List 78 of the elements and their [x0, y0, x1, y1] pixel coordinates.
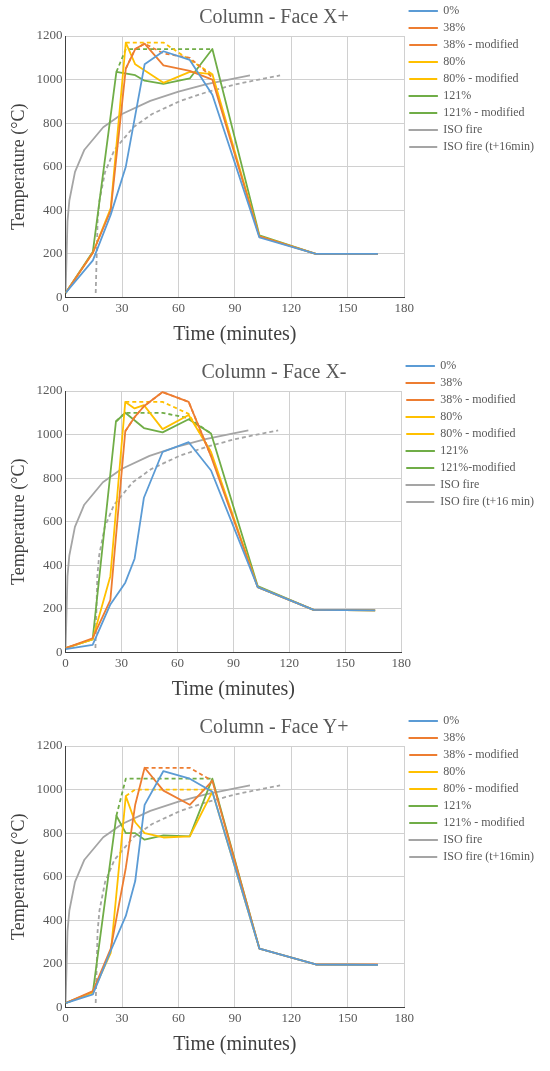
legend-label: 38% - modified	[443, 37, 519, 52]
y-tick-label: 1000	[36, 780, 63, 796]
y-tick-label: 200	[43, 600, 63, 616]
line-series	[94, 74, 281, 294]
chart-title: Column - Face X+	[199, 5, 349, 28]
legend-label: 0%	[440, 358, 457, 373]
y-tick-label: 400	[43, 201, 63, 217]
legend-label: ISO fire	[440, 477, 480, 492]
x-tick-label: 90	[228, 1009, 242, 1025]
x-tick-label: 60	[171, 299, 185, 315]
y-tick-label: 200	[43, 955, 63, 971]
legend-label: 38%	[443, 730, 466, 745]
y-tick-label: 1000	[36, 425, 63, 441]
y-axis-title: Temperature (°C)	[7, 458, 29, 585]
legend-label: 80%	[440, 409, 463, 424]
line-series	[94, 784, 281, 1004]
y-tick-label: 600	[43, 868, 63, 884]
x-tick-label: 120	[281, 299, 302, 315]
legend-label: 80% - modified	[443, 71, 519, 86]
x-axis-title: Time (minutes)	[173, 1032, 297, 1056]
y-tick-label: 400	[43, 911, 63, 927]
x-tick-label: 90	[226, 654, 240, 670]
legend-label: 80%	[443, 764, 466, 779]
x-axis-title: Time (minutes)	[171, 677, 295, 701]
y-axis-title: Temperature (°C)	[7, 103, 29, 230]
legend-label: 121%	[443, 798, 472, 813]
y-tick-label: 400	[43, 556, 63, 572]
x-axis-title: Time (minutes)	[173, 322, 297, 346]
y-tick-label: 1200	[36, 737, 63, 753]
y-tick-label: 0	[56, 998, 63, 1014]
legend-label: 38% - modified	[440, 392, 516, 407]
x-tick-label: 150	[338, 1009, 358, 1025]
x-tick-label: 30	[115, 1009, 129, 1025]
y-tick-label: 200	[43, 245, 63, 261]
y-tick-label: 1000	[36, 70, 63, 86]
legend-label: 38%	[440, 375, 463, 390]
x-tick-label: 120	[279, 654, 300, 670]
legend-label: ISO fire	[443, 832, 483, 847]
y-tick-label: 800	[43, 824, 63, 840]
chart-title: Column - Face Y+	[199, 715, 349, 738]
x-tick-label: 150	[338, 299, 358, 315]
x-tick-label: 90	[228, 299, 242, 315]
legend-label: 80% - modified	[443, 781, 519, 796]
chart-title: Column - Face X-	[201, 360, 347, 383]
x-tick-label: 30	[115, 654, 129, 670]
y-tick-label: 1200	[36, 27, 63, 43]
legend-label: 38% - modified	[443, 747, 519, 762]
legend-label: ISO fire	[443, 122, 483, 137]
line-series	[94, 429, 280, 649]
x-tick-label: 60	[171, 1009, 185, 1025]
x-tick-label: 30	[115, 299, 129, 315]
legend-label: 38%	[443, 20, 466, 35]
legend-label: 121%	[440, 443, 469, 458]
legend-label: ISO fire (t+16min)	[443, 139, 534, 154]
legend-label: 121% - modified	[443, 105, 525, 120]
y-tick-label: 0	[56, 288, 63, 304]
x-tick-label: 180	[394, 1009, 414, 1025]
legend-label: 0%	[443, 3, 460, 18]
legend-label: 121%-modified	[440, 460, 516, 475]
legend-label: 121%	[443, 88, 472, 103]
legend-label: 80%	[443, 54, 466, 69]
y-tick-label: 1200	[36, 382, 63, 398]
y-tick-label: 0	[56, 643, 63, 659]
x-tick-label: 120	[281, 1009, 302, 1025]
legend-label: ISO fire (t+16min)	[443, 849, 534, 864]
x-tick-label: 180	[394, 299, 414, 315]
x-tick-label: 60	[170, 654, 184, 670]
y-axis-title: Temperature (°C)	[7, 813, 29, 940]
x-tick-label: 180	[391, 654, 411, 670]
x-tick-label: 150	[335, 654, 356, 670]
y-tick-label: 600	[43, 158, 63, 174]
legend-label: 80% - modified	[440, 426, 516, 441]
y-tick-label: 800	[43, 114, 63, 130]
legend-label: 0%	[443, 713, 460, 728]
legend-label: ISO fire (t+16 min)	[440, 494, 534, 509]
legend-label: 121% - modified	[443, 815, 525, 830]
y-tick-label: 800	[43, 469, 63, 485]
y-tick-label: 600	[43, 513, 63, 529]
